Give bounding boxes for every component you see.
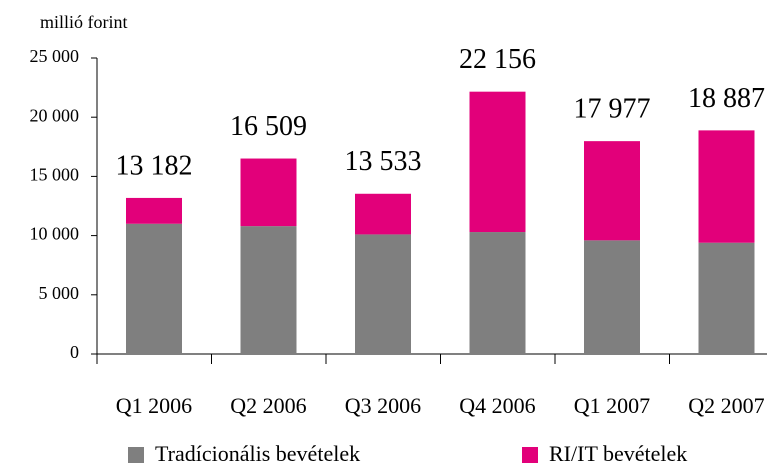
legend-swatch — [522, 447, 538, 463]
bar-segment — [584, 141, 640, 241]
y-tick-label: 5 000 — [39, 283, 80, 303]
y-tick-label: 10 000 — [30, 224, 80, 244]
bar-segment — [698, 242, 755, 354]
y-tick-label: 25 000 — [30, 46, 80, 66]
bar-segment — [126, 197, 182, 224]
legend-label: Tradícionális bevételek — [155, 441, 360, 466]
total-label: 17 977 — [574, 94, 651, 125]
x-tick-label: Q2 2007 — [688, 393, 764, 418]
y-axis-label: millió forint — [40, 12, 128, 32]
x-tick-label: Q4 2006 — [459, 393, 535, 418]
y-tick-label: 0 — [70, 342, 79, 362]
legend-label: RI/IT bevételek — [549, 441, 687, 466]
total-label: 16 509 — [230, 111, 307, 142]
bar-segment — [355, 234, 411, 354]
bar-segment — [469, 91, 526, 233]
bar-segment — [240, 226, 297, 354]
bar-segment — [698, 130, 755, 243]
x-tick-label: Q1 2007 — [574, 393, 650, 418]
x-tick-label: Q2 2006 — [230, 393, 306, 418]
legend-swatch — [128, 447, 144, 463]
total-label: 13 533 — [345, 146, 422, 177]
bar-segment — [126, 223, 182, 354]
total-label: 18 887 — [688, 83, 765, 114]
y-tick-label: 15 000 — [30, 165, 80, 185]
bar-segment — [584, 240, 640, 354]
bar-segment — [469, 232, 526, 354]
x-tick-label: Q1 2006 — [116, 393, 192, 418]
bar-segment — [240, 158, 297, 227]
total-label: 13 182 — [116, 150, 193, 181]
y-tick-label: 20 000 — [30, 105, 80, 125]
total-label: 22 156 — [459, 44, 536, 75]
bar-segment — [355, 193, 411, 235]
x-tick-label: Q3 2006 — [345, 393, 421, 418]
